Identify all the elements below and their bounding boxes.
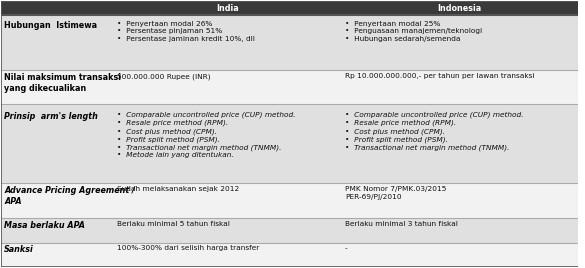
Text: 500.000.000 Rupee (INR): 500.000.000 Rupee (INR) xyxy=(117,73,211,80)
Bar xyxy=(1,243,578,267)
Text: •  Penyertaan modal 26%
•  Persentase pinjaman 51%
•  Persentase jaminan kredit : • Penyertaan modal 26% • Persentase pinj… xyxy=(117,21,254,42)
Text: Berlaku minimal 5 tahun fiskal: Berlaku minimal 5 tahun fiskal xyxy=(117,221,229,227)
Text: Masa berlaku APA: Masa berlaku APA xyxy=(4,221,85,230)
Bar xyxy=(1,70,578,104)
Text: Sanksi: Sanksi xyxy=(4,245,34,254)
Text: •  Comparable uncontrolled price (CUP) method.
•  Resale price method (RPM).
•  : • Comparable uncontrolled price (CUP) me… xyxy=(117,112,295,158)
Bar xyxy=(1,1,578,15)
Text: PMK Nomor 7/PMK.03/2015
PER-69/PJ/2010: PMK Nomor 7/PMK.03/2015 PER-69/PJ/2010 xyxy=(345,186,446,200)
Text: Rp 10.000.000.000,- per tahun per lawan transaksi: Rp 10.000.000.000,- per tahun per lawan … xyxy=(345,73,534,79)
Text: Nilai maksimum transaksi
yang dikecualikan: Nilai maksimum transaksi yang dikecualik… xyxy=(4,73,121,93)
Text: Advance Pricing Agreement /
APA: Advance Pricing Agreement / APA xyxy=(4,186,135,206)
Text: Berlaku minimal 3 tahun fiskal: Berlaku minimal 3 tahun fiskal xyxy=(345,221,457,227)
Bar xyxy=(1,218,578,243)
Bar xyxy=(1,104,578,183)
Text: Hubungan  Istimewa: Hubungan Istimewa xyxy=(4,21,97,30)
Text: Indonesia: Indonesia xyxy=(438,3,482,13)
Bar xyxy=(1,15,578,70)
Text: -: - xyxy=(345,245,347,251)
Text: Prinsip  arm's length: Prinsip arm's length xyxy=(4,112,98,121)
Text: Sudah melaksanakan sejak 2012: Sudah melaksanakan sejak 2012 xyxy=(117,186,239,192)
Text: •  Penyertaan modal 25%
•  Penguasaan manajemen/teknologi
•  Hubungan sedarah/se: • Penyertaan modal 25% • Penguasaan mana… xyxy=(345,21,482,42)
Bar xyxy=(1,183,578,218)
Text: 100%-300% dari selisih harga transfer: 100%-300% dari selisih harga transfer xyxy=(117,245,259,251)
Text: •  Comparable uncontrolled price (CUP) method.
•  Resale price method (RPM).
•  : • Comparable uncontrolled price (CUP) me… xyxy=(345,112,523,151)
Text: India: India xyxy=(216,3,239,13)
